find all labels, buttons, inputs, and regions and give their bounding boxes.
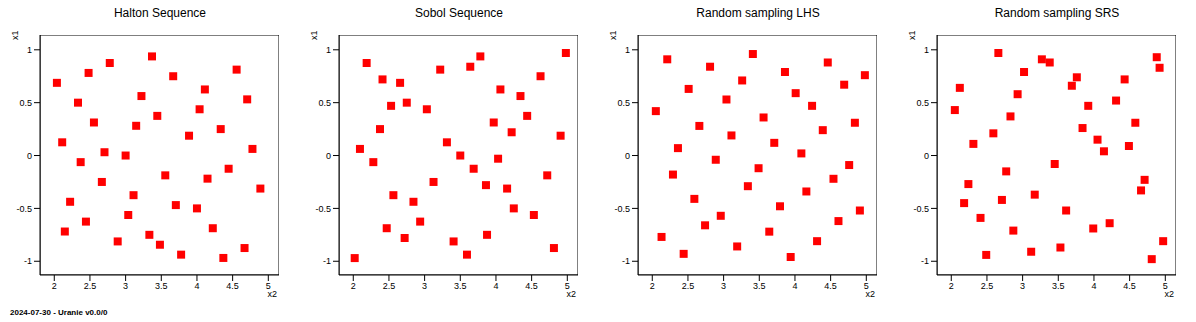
html-text:Random sampling LHS: Random sampling LHS <box>696 6 820 20</box>
svg-text:2.5: 2.5 <box>84 281 97 291</box>
svg-text:2: 2 <box>351 281 356 291</box>
svg-text:3.5: 3.5 <box>454 281 467 291</box>
svg-text:2.5: 2.5 <box>981 281 994 291</box>
html-text:x1: x1 <box>10 30 20 40</box>
svg-text:1: 1 <box>326 45 331 55</box>
svg-text:2.5: 2.5 <box>383 281 396 291</box>
svg-text:4: 4 <box>194 281 199 291</box>
svg-text:3: 3 <box>422 281 427 291</box>
html-text:x1: x1 <box>608 30 618 40</box>
html-text:x2: x2 <box>865 289 875 299</box>
svg-text:0.5: 0.5 <box>617 98 630 108</box>
svg-text:2: 2 <box>949 281 954 291</box>
svg-text:0.5: 0.5 <box>19 98 32 108</box>
svg-text:4: 4 <box>493 281 498 291</box>
html-text:x2: x2 <box>566 289 576 299</box>
svg-text:5: 5 <box>565 281 570 291</box>
svg-text:3: 3 <box>1020 281 1025 291</box>
svg-text:0.5: 0.5 <box>916 98 929 108</box>
svg-text:0: 0 <box>27 151 32 161</box>
svg-text:0: 0 <box>924 151 929 161</box>
svg-text:5: 5 <box>1163 281 1168 291</box>
html-text:Sobol Sequence: Sobol Sequence <box>415 6 503 20</box>
svg-text:1: 1 <box>625 45 630 55</box>
svg-text:3: 3 <box>123 281 128 291</box>
svg-text:5: 5 <box>266 281 271 291</box>
svg-text:4.5: 4.5 <box>525 281 538 291</box>
svg-text:-0.5: -0.5 <box>315 204 331 214</box>
svg-text:5: 5 <box>864 281 869 291</box>
svg-text:3.5: 3.5 <box>753 281 766 291</box>
svg-text:2: 2 <box>52 281 57 291</box>
html-text:x1: x1 <box>309 30 319 40</box>
svg-text:-1: -1 <box>24 256 32 266</box>
html-text:x2: x2 <box>267 289 277 299</box>
html-text:Random sampling SRS: Random sampling SRS <box>994 6 1120 20</box>
svg-text:-0.5: -0.5 <box>16 204 32 214</box>
svg-text:4.5: 4.5 <box>1123 281 1136 291</box>
svg-text:0: 0 <box>625 151 630 161</box>
html-text:Halton Sequence: Halton Sequence <box>114 6 206 20</box>
svg-text:1: 1 <box>27 45 32 55</box>
svg-text:-1: -1 <box>323 256 331 266</box>
svg-text:0: 0 <box>326 151 331 161</box>
svg-text:2.5: 2.5 <box>682 281 695 291</box>
svg-text:3.5: 3.5 <box>155 281 168 291</box>
svg-text:-1: -1 <box>921 256 929 266</box>
svg-text:4: 4 <box>1091 281 1096 291</box>
svg-text:0.5: 0.5 <box>318 98 331 108</box>
svg-text:-1: -1 <box>622 256 630 266</box>
svg-text:3: 3 <box>721 281 726 291</box>
html-text:2024-07-30 - Uranie v0.0/0: 2024-07-30 - Uranie v0.0/0 <box>10 308 108 317</box>
svg-text:4.5: 4.5 <box>226 281 239 291</box>
html-text:x2: x2 <box>1164 289 1174 299</box>
svg-text:4: 4 <box>792 281 797 291</box>
svg-text:-0.5: -0.5 <box>913 204 929 214</box>
svg-text:3.5: 3.5 <box>1052 281 1065 291</box>
svg-text:2: 2 <box>650 281 655 291</box>
svg-text:-0.5: -0.5 <box>614 204 630 214</box>
svg-text:4.5: 4.5 <box>824 281 837 291</box>
svg-text:1: 1 <box>924 45 929 55</box>
html-text:x1: x1 <box>907 30 917 40</box>
